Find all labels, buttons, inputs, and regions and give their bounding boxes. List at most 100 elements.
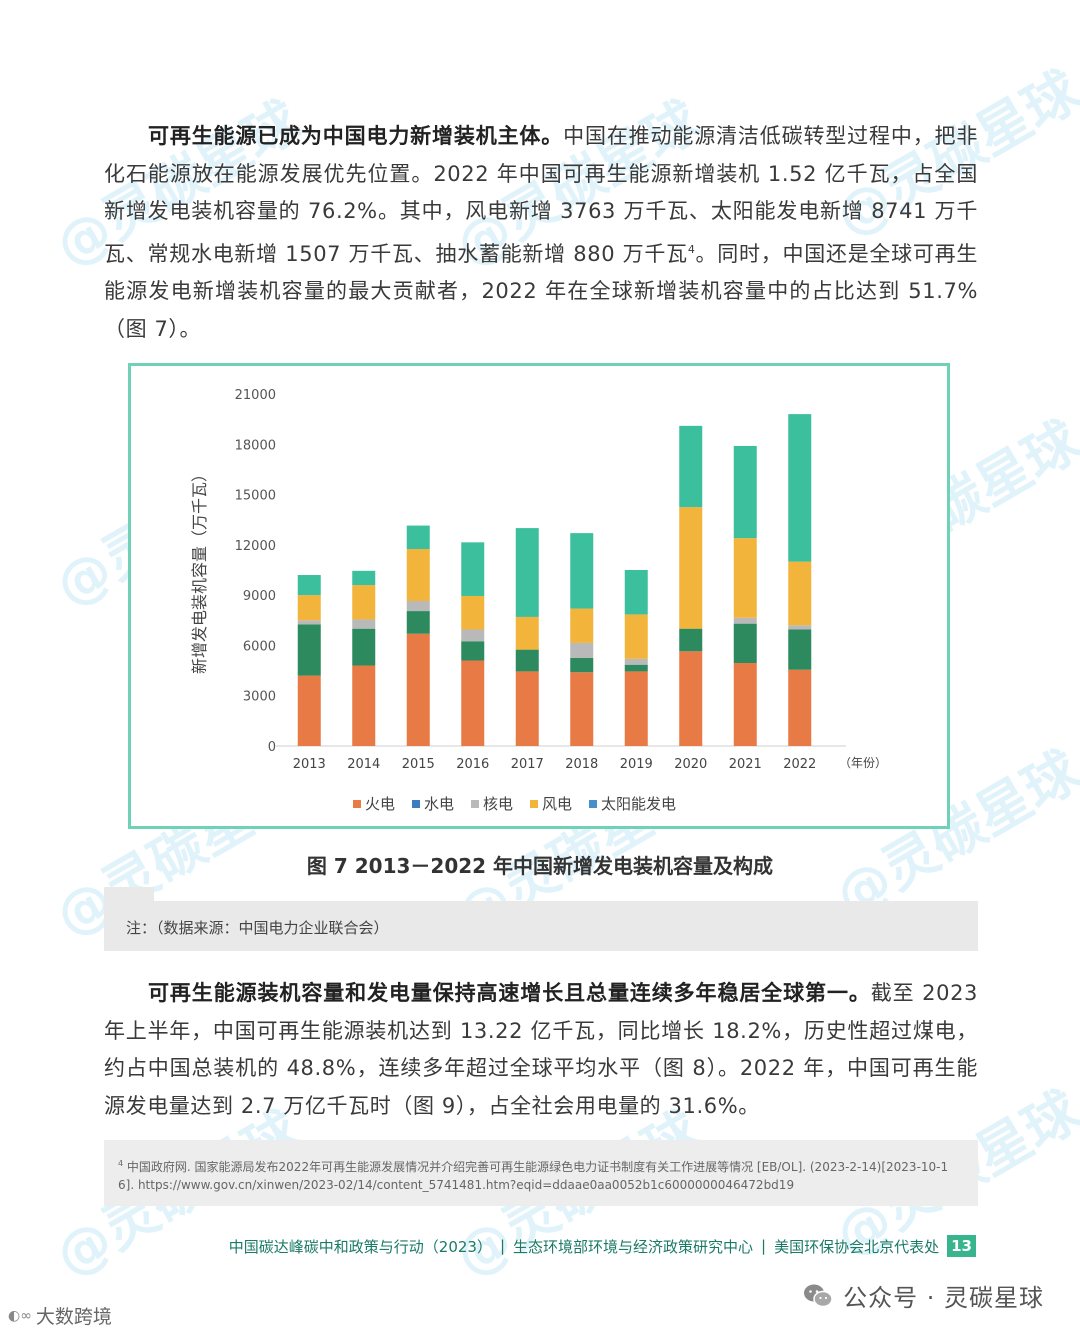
x-tick-label: 2019 [620, 757, 653, 772]
y-axis-label: 新增发电装机容量（万千瓦） [190, 466, 209, 674]
y-tick-label: 21000 [235, 388, 276, 403]
bar-风电-2021 [733, 538, 757, 618]
bar-风电-2014 [352, 585, 376, 620]
legend-label: 风电 [542, 795, 572, 813]
y-tick-label: 0 [268, 740, 276, 755]
bar-水电-2013 [297, 624, 321, 676]
x-tick-label: 2013 [293, 757, 326, 772]
legend-swatch-水电 [412, 800, 420, 808]
brand-logo-icon: ◐∞ [8, 1307, 32, 1324]
bar-水电-2015 [406, 611, 430, 634]
paragraph-lead: 可再生能源装机容量和发电量保持高速增长且总量连续多年稳居全球第一。 [148, 981, 871, 1005]
bar-核电-2013 [297, 620, 321, 625]
bar-太阳能发电-2015 [406, 525, 430, 550]
bar-火电-2015 [406, 633, 430, 746]
bar-核电-2021 [733, 617, 757, 624]
bar-太阳能发电-2014 [352, 570, 376, 586]
footnote: 4 中国政府网. 国家能源局发布2022年可再生能源发展情况并介绍完善可再生能源… [118, 1155, 964, 1194]
wechat-label: 公众号 · 灵碳星球 [843, 1284, 1044, 1312]
bar-火电-2017 [515, 671, 539, 746]
bar-太阳能发电-2020 [679, 425, 703, 508]
bar-火电-2020 [679, 651, 703, 746]
x-tick-label: 2015 [402, 757, 435, 772]
bar-核电-2015 [406, 601, 430, 612]
legend-swatch-太阳能发电 [589, 800, 597, 808]
footer-separator: | [761, 1237, 767, 1255]
bar-太阳能发电-2022 [788, 414, 812, 562]
data-source-note: 注：（数据来源：中国电力企业联合会） [104, 887, 978, 951]
x-tick-label: 2018 [565, 757, 598, 772]
footnote-ref: 4 [687, 242, 696, 256]
bar-水电-2016 [461, 641, 485, 661]
x-tick-label: 2016 [456, 757, 489, 772]
paragraph-renewable-new-capacity: 可再生能源已成为中国电力新增装机主体。中国在推动能源清洁低碳转型过程中，把非化石… [104, 118, 978, 348]
bar-核电-2022 [788, 625, 812, 630]
bar-火电-2022 [788, 669, 812, 746]
y-tick-label: 12000 [235, 539, 276, 554]
bar-水电-2019 [624, 664, 648, 672]
x-tick-label: 2020 [674, 757, 707, 772]
legend-label: 火电 [365, 795, 395, 813]
bar-水电-2014 [352, 628, 376, 666]
footer-separator: | [499, 1237, 506, 1255]
legend-swatch-风电 [530, 800, 538, 808]
bar-水电-2021 [733, 623, 757, 664]
bar-核电-2019 [624, 658, 648, 665]
bar-太阳能发电-2013 [297, 575, 321, 596]
paragraph-text: 截至 2023 年上半年，中国可再生能源装机达到 13.22 亿千瓦，同比增长 … [104, 981, 978, 1118]
legend-swatch-核电 [471, 800, 479, 808]
footnote-text: 中国政府网. 国家能源局发布2022年可再生能源发展情况并介绍完善可再生能源绿色… [118, 1160, 949, 1192]
bar-风电-2013 [297, 595, 321, 621]
paragraph-renewable-total: 可再生能源装机容量和发电量保持高速增长且总量连续多年稳居全球第一。截至 2023… [104, 975, 978, 1125]
paragraph-text: 。同时，中国还是全球可再生能源发电新增装机容量的最大贡献者，2022 年在全球新… [104, 241, 978, 341]
figure-7-chart: 0 3000 6000 9000 12000 15000 18000 21000 新增发电装机容… [128, 363, 950, 829]
page-footer: 中国碳达峰碳中和政策与行动（2023） | 生态环境部环境与经济政策研究中心 |… [229, 1234, 976, 1258]
y-tick-label: 6000 [243, 639, 276, 654]
note-text: 注：（数据来源：中国电力企业联合会） [126, 919, 389, 937]
bar-风电-2017 [515, 616, 539, 650]
y-tick-label: 15000 [235, 489, 276, 504]
x-tick-label: 2014 [347, 757, 380, 772]
bar-风电-2018 [570, 608, 594, 643]
footnote-box: 4 中国政府网. 国家能源局发布2022年可再生能源发展情况并介绍完善可再生能源… [104, 1140, 978, 1206]
corner-brand-text: 大数跨境 [35, 1306, 112, 1328]
bar-太阳能发电-2016 [461, 542, 485, 596]
bar-风电-2019 [624, 614, 648, 659]
bar-风电-2020 [679, 507, 703, 629]
paragraph-lead: 可再生能源已成为中国电力新增装机主体。 [148, 124, 564, 148]
x-tick-label: 2021 [729, 757, 762, 772]
y-tick-label: 9000 [243, 589, 276, 604]
legend-label: 核电 [483, 795, 513, 813]
x-tick-label: 2017 [511, 757, 544, 772]
footer-title: 中国碳达峰碳中和政策与行动（2023） [228, 1237, 492, 1256]
bar-风电-2016 [461, 595, 485, 630]
paragraph-text: 中国在推动能源清洁低碳转型过程中，把非化石能源放在能源发展优先位置。2022 年… [104, 124, 978, 266]
bar-水电-2022 [788, 629, 812, 670]
footer-org: 生态环境部环境与经济政策研究中心 [513, 1237, 754, 1256]
bar-水电-2020 [679, 628, 703, 652]
bar-火电-2016 [461, 660, 485, 746]
y-tick-label: 3000 [243, 690, 276, 705]
corner-brand: ◐∞ 大数跨境 [8, 1302, 112, 1329]
bar-核电-2018 [570, 642, 594, 658]
bar-核电-2014 [352, 619, 376, 629]
footnote-number: 4 [118, 1159, 124, 1168]
bar-水电-2018 [570, 658, 594, 673]
note-tab [104, 887, 154, 901]
bar-火电-2019 [624, 671, 648, 746]
bar-太阳能发电-2021 [733, 445, 757, 539]
legend-label: 水电 [424, 795, 454, 813]
y-tick-label: 18000 [235, 438, 276, 453]
bar-核电-2016 [461, 629, 485, 642]
bar-火电-2014 [352, 665, 376, 746]
bar-水电-2017 [515, 649, 539, 672]
bar-太阳能发电-2019 [624, 570, 648, 615]
figure-caption: 图 7 2013－2022 年中国新增发电装机容量及构成 [306, 854, 774, 878]
bar-火电-2018 [570, 672, 594, 746]
bar-风电-2022 [788, 561, 812, 626]
page-number: 13 [947, 1235, 976, 1257]
legend-label: 太阳能发电 [601, 795, 676, 813]
x-tick-label: 2022 [783, 757, 816, 772]
bar-太阳能发电-2018 [570, 533, 594, 609]
legend-swatch-火电 [353, 800, 361, 808]
